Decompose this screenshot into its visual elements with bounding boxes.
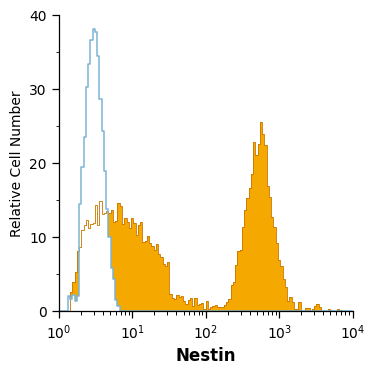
X-axis label: Nestin: Nestin [176,347,236,365]
Y-axis label: Relative Cell Number: Relative Cell Number [10,90,24,237]
